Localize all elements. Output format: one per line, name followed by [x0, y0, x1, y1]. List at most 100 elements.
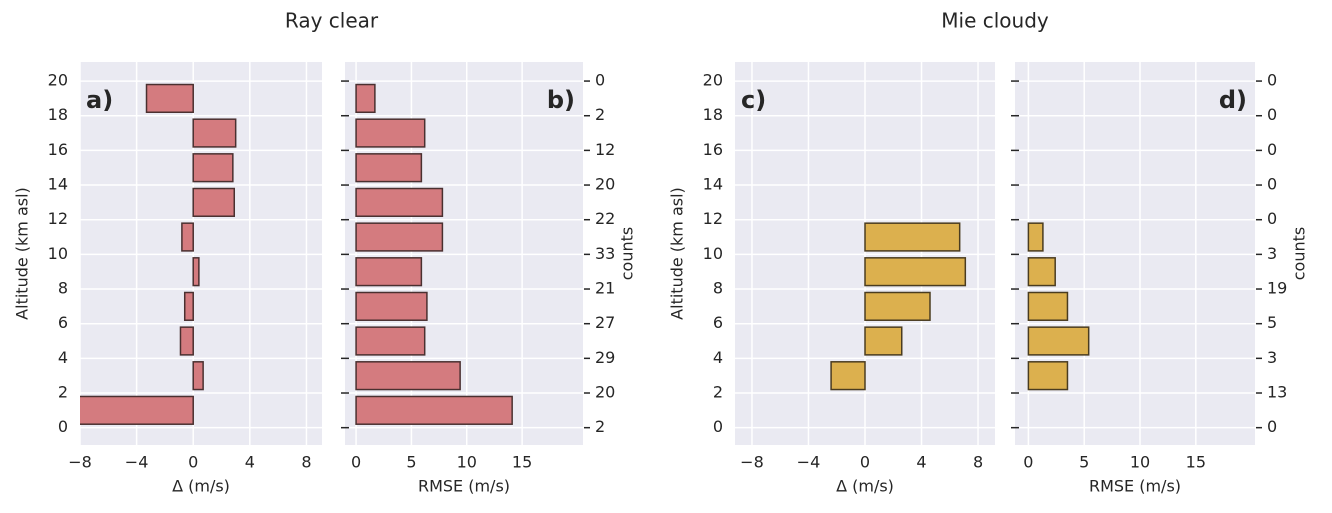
bar: [183, 291, 194, 321]
bar: [192, 118, 237, 148]
y-tick-label: 14: [703, 175, 723, 194]
x-tick-label: 10: [1130, 453, 1150, 472]
bar: [192, 187, 236, 217]
x-tick-label: −8: [740, 453, 764, 472]
x-axis-label: RMSE (m/s): [1089, 477, 1181, 496]
y-tick-label: 12: [48, 209, 68, 228]
x-tick-label: −4: [797, 453, 821, 472]
y-tick-label: 16: [48, 140, 68, 159]
x-tick-label: −8: [68, 453, 92, 472]
y2-tick-label: 0: [1267, 209, 1277, 228]
bar: [80, 395, 194, 425]
y-tick-label: 4: [713, 348, 723, 367]
x-tick-label: 4: [916, 453, 926, 472]
y-tick-label: 4: [58, 348, 68, 367]
y2-tick-label: 33: [595, 244, 615, 263]
bar: [355, 361, 461, 391]
y2-tick-label: 0: [1267, 140, 1277, 159]
chart-title: Ray clear: [285, 9, 379, 33]
y2-tick-label: 27: [595, 313, 615, 332]
bar: [1027, 291, 1069, 321]
bar: [864, 326, 903, 356]
y2-axis-label: counts: [618, 227, 637, 280]
bar: [864, 291, 931, 321]
x-tick-label: −4: [125, 453, 149, 472]
bar: [830, 361, 866, 391]
y2-tick-label: 22: [595, 209, 615, 228]
y-axis-label: Altitude (km asl): [668, 187, 687, 320]
x-axis-label: RMSE (m/s): [418, 477, 510, 496]
y-tick-label: 2: [58, 383, 68, 402]
bar: [355, 326, 426, 356]
y2-tick-label: 2: [595, 105, 605, 124]
y-tick-label: 2: [713, 383, 723, 402]
bar: [192, 361, 204, 391]
y-axis-label: Altitude (km asl): [13, 187, 32, 320]
x-tick-label: 10: [457, 453, 477, 472]
bar: [355, 257, 423, 287]
y2-tick-label: 21: [595, 279, 615, 298]
y2-tick-label: 0: [1267, 105, 1277, 124]
y-tick-label: 16: [703, 140, 723, 159]
bar: [355, 291, 428, 321]
y-tick-label: 8: [58, 279, 68, 298]
y2-tick-label: 3: [1267, 244, 1277, 263]
y2-tick-label: 20: [595, 383, 615, 402]
x-tick-label: 5: [1079, 453, 1089, 472]
y-tick-label: 0: [713, 417, 723, 436]
y2-axis-label: counts: [1290, 227, 1309, 280]
y-tick-label: 18: [703, 105, 723, 124]
x-tick-label: 8: [973, 453, 983, 472]
bar: [864, 257, 967, 287]
bar: [181, 222, 194, 252]
y2-tick-label: 5: [1267, 313, 1277, 332]
bar: [179, 326, 194, 356]
y2-tick-label: 0: [1267, 417, 1277, 436]
bar: [145, 83, 194, 114]
y2-tick-label: 0: [1267, 175, 1277, 194]
x-tick-label: 0: [860, 453, 870, 472]
y-tick-label: 10: [703, 244, 723, 263]
panel-label: a): [86, 86, 113, 114]
bar: [864, 222, 961, 252]
bar: [1027, 326, 1090, 356]
bar: [355, 118, 426, 148]
y2-tick-label: 0: [595, 71, 605, 90]
y2-tick-label: 13: [1267, 383, 1287, 402]
bar: [355, 222, 444, 252]
y2-tick-label: 19: [1267, 279, 1287, 298]
x-tick-label: 0: [1023, 453, 1033, 472]
y2-tick-label: 29: [595, 348, 615, 367]
y-tick-label: 20: [703, 71, 723, 90]
y-tick-label: 10: [48, 244, 68, 263]
panel-label: c): [741, 86, 766, 114]
y-tick-label: 8: [713, 279, 723, 298]
x-tick-label: 0: [351, 453, 361, 472]
x-tick-label: 4: [245, 453, 255, 472]
x-tick-label: 8: [301, 453, 311, 472]
bar: [1027, 257, 1056, 287]
bar: [355, 187, 444, 217]
y-tick-label: 0: [58, 417, 68, 436]
x-tick-label: 15: [1186, 453, 1206, 472]
chart-title: Mie cloudy: [941, 9, 1049, 33]
y2-tick-label: 0: [1267, 71, 1277, 90]
y-tick-label: 6: [58, 313, 68, 332]
panel-label: b): [547, 86, 575, 114]
x-tick-label: 15: [512, 453, 532, 472]
bar: [192, 257, 200, 287]
x-tick-label: 5: [406, 453, 416, 472]
bar: [1027, 222, 1044, 252]
y2-tick-label: 2: [595, 417, 605, 436]
panel-label: d): [1219, 86, 1247, 114]
y-tick-label: 12: [703, 209, 723, 228]
x-tick-label: 0: [188, 453, 198, 472]
x-axis-label: Δ (m/s): [172, 477, 230, 496]
y2-tick-label: 12: [595, 140, 615, 159]
bar: [355, 83, 376, 114]
bar: [192, 153, 234, 183]
y-tick-label: 6: [713, 313, 723, 332]
bar: [355, 153, 423, 183]
y-tick-label: 20: [48, 71, 68, 90]
y-tick-label: 14: [48, 175, 68, 194]
